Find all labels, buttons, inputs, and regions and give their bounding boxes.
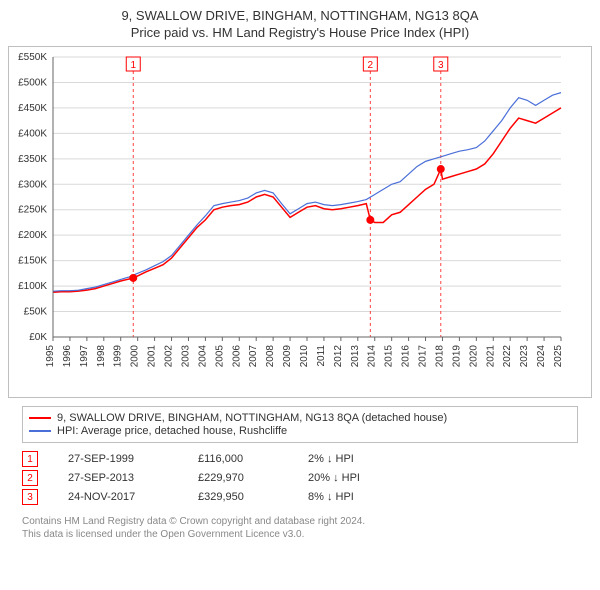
event-diff: 2% ↓ HPI [308,453,354,465]
svg-text:2011: 2011 [316,345,327,367]
event-marker-icon: 2 [22,470,38,486]
svg-text:2007: 2007 [248,345,259,368]
svg-text:£150K: £150K [18,256,47,267]
svg-text:2017: 2017 [418,345,429,368]
event-diff: 8% ↓ HPI [308,491,354,503]
svg-text:£500K: £500K [18,77,47,88]
svg-text:2024: 2024 [536,345,547,368]
svg-text:2015: 2015 [384,345,395,368]
svg-text:2002: 2002 [164,345,175,368]
svg-text:2019: 2019 [451,345,462,368]
legend-label: HPI: Average price, detached house, Rush… [57,425,287,437]
event-row: 1 27-SEP-1999 £116,000 2% ↓ HPI [22,451,578,467]
footnote-line: Contains HM Land Registry data © Crown c… [22,515,578,528]
chart-title-address: 9, SWALLOW DRIVE, BINGHAM, NOTTINGHAM, N… [8,8,592,23]
svg-text:£250K: £250K [18,205,47,216]
svg-text:2012: 2012 [333,345,344,368]
svg-text:£350K: £350K [18,154,47,165]
svg-text:1: 1 [130,60,136,71]
svg-text:£450K: £450K [18,103,47,114]
legend-swatch [29,430,51,432]
svg-text:1996: 1996 [62,345,73,368]
svg-text:2009: 2009 [282,345,293,368]
svg-text:2016: 2016 [401,345,412,368]
svg-text:1997: 1997 [79,345,90,368]
event-marker-icon: 1 [22,451,38,467]
svg-text:2000: 2000 [130,345,141,368]
svg-text:2014: 2014 [367,345,378,368]
svg-text:2013: 2013 [350,345,361,368]
legend-label: 9, SWALLOW DRIVE, BINGHAM, NOTTINGHAM, N… [57,412,447,424]
svg-text:£200K: £200K [18,230,47,241]
svg-text:2003: 2003 [180,345,191,368]
svg-text:2001: 2001 [147,345,158,368]
event-price: £116,000 [198,453,308,465]
svg-text:2023: 2023 [519,345,530,368]
price-chart: £0K £50K £100K £150K £200K £250K £300K £350K £40… [9,47,569,392]
svg-text:2004: 2004 [197,345,208,368]
svg-text:£50K: £50K [24,307,48,318]
event-row: 3 24-NOV-2017 £329,950 8% ↓ HPI [22,489,578,505]
svg-text:2018: 2018 [434,345,445,368]
footnote: Contains HM Land Registry data © Crown c… [22,515,578,541]
event-marker-icon: 3 [22,489,38,505]
event-date: 27-SEP-1999 [68,453,198,465]
svg-text:2025: 2025 [553,345,564,368]
svg-text:£100K: £100K [18,281,47,292]
event-date: 24-NOV-2017 [68,491,198,503]
svg-text:1999: 1999 [113,345,124,368]
svg-text:2006: 2006 [231,345,242,368]
svg-text:3: 3 [438,60,444,71]
svg-text:£550K: £550K [18,52,47,63]
chart-title-sub: Price paid vs. HM Land Registry's House … [8,25,592,40]
legend-item: 9, SWALLOW DRIVE, BINGHAM, NOTTINGHAM, N… [29,412,571,424]
svg-text:2021: 2021 [485,345,496,368]
legend-swatch [29,417,51,419]
svg-text:2008: 2008 [265,345,276,368]
event-price: £229,970 [198,472,308,484]
svg-text:£300K: £300K [18,179,47,190]
svg-text:2020: 2020 [468,345,479,368]
svg-text:2: 2 [368,60,374,71]
svg-text:1998: 1998 [96,345,107,368]
event-price: £329,950 [198,491,308,503]
svg-text:2010: 2010 [299,345,310,368]
legend-item: HPI: Average price, detached house, Rush… [29,425,571,437]
svg-text:£400K: £400K [18,128,47,139]
event-date: 27-SEP-2013 [68,472,198,484]
svg-text:2022: 2022 [502,345,513,368]
event-diff: 20% ↓ HPI [308,472,360,484]
legend: 9, SWALLOW DRIVE, BINGHAM, NOTTINGHAM, N… [22,406,578,443]
chart-container: £0K £50K £100K £150K £200K £250K £300K £350K £40… [8,46,592,398]
svg-text:1995: 1995 [45,345,56,368]
footnote-line: This data is licensed under the Open Gov… [22,528,578,541]
svg-text:£0K: £0K [29,332,47,343]
event-table: 1 27-SEP-1999 £116,000 2% ↓ HPI 2 27-SEP… [22,451,578,505]
svg-text:2005: 2005 [214,345,225,368]
event-row: 2 27-SEP-2013 £229,970 20% ↓ HPI [22,470,578,486]
